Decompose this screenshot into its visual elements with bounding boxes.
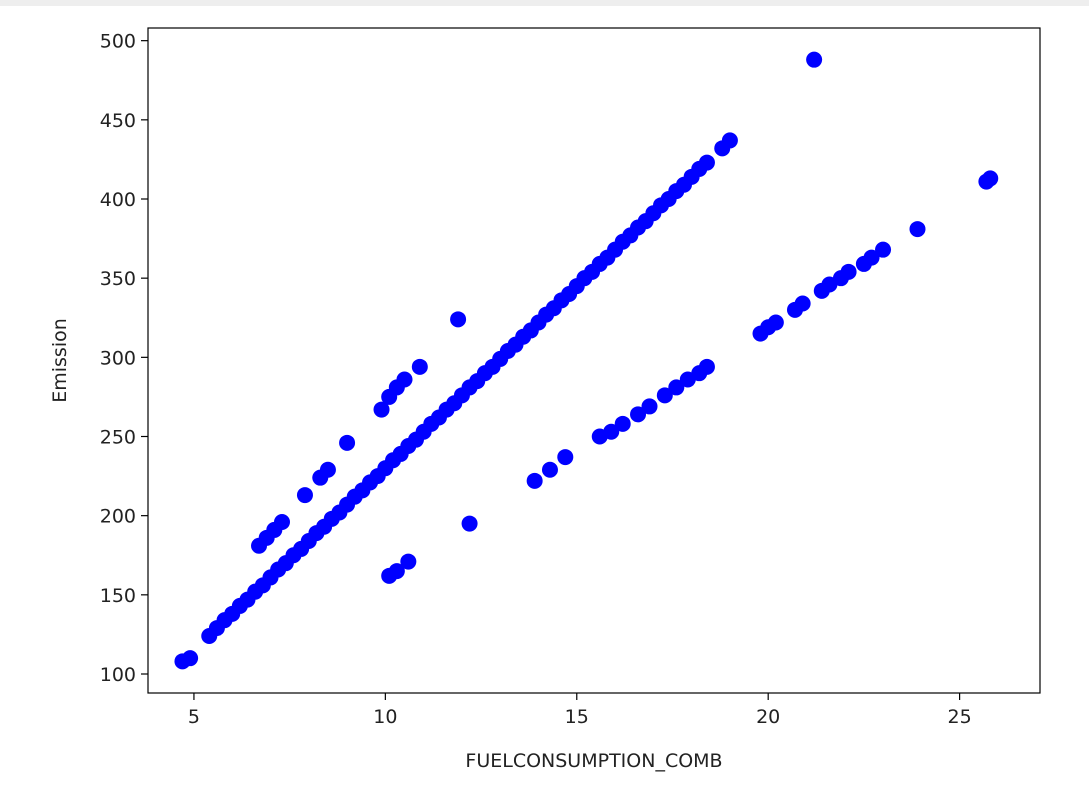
plot-frame (147, 27, 1041, 694)
data-point (273, 514, 290, 530)
x-tick-label: 20 (756, 706, 780, 728)
data-point (863, 249, 880, 266)
data-point (698, 358, 715, 375)
y-tick-label: 250 (100, 427, 136, 449)
data-point (721, 132, 738, 149)
scatter-points (174, 51, 999, 670)
y-tick-label: 150 (100, 585, 136, 607)
data-point (373, 401, 390, 418)
x-axis-label: FUELCONSUMPTION_COMB (465, 750, 722, 772)
data-point (182, 650, 199, 667)
y-tick-label: 100 (100, 664, 136, 686)
x-tick-label: 5 (188, 706, 200, 728)
data-point (541, 461, 558, 478)
data-point (656, 387, 673, 404)
x-tick-label: 15 (565, 706, 589, 728)
data-point (400, 553, 417, 570)
x-tick-label: 25 (948, 706, 972, 728)
data-point (641, 398, 658, 415)
data-point (339, 434, 356, 451)
data-point (411, 358, 428, 375)
data-point (630, 406, 647, 423)
y-tick-label: 500 (100, 31, 136, 53)
data-point (319, 461, 336, 478)
y-axis-label: Emission (49, 318, 71, 403)
y-tick-label: 450 (100, 110, 136, 132)
data-point (526, 472, 543, 489)
x-tick-label: 10 (373, 706, 397, 728)
y-tick-label: 300 (100, 347, 136, 369)
data-point (557, 449, 574, 466)
y-axis: 100 150 200 250 300 350 400 450 500 (100, 31, 148, 686)
data-point (450, 311, 467, 328)
data-point (875, 241, 892, 258)
data-point (698, 154, 715, 171)
data-point (840, 263, 857, 280)
data-point (296, 487, 313, 504)
top-border (0, 0, 1089, 6)
data-point (794, 295, 811, 312)
data-point (461, 515, 478, 532)
x-axis: 5 10 15 20 25 (188, 693, 972, 728)
data-point (767, 314, 784, 331)
data-point (603, 423, 620, 440)
y-tick-label: 200 (100, 506, 136, 528)
data-point (982, 170, 999, 187)
data-point (668, 379, 685, 396)
y-tick-label: 400 (100, 189, 136, 211)
data-point (396, 371, 413, 388)
data-point (388, 563, 405, 580)
data-point (614, 415, 631, 432)
data-point (806, 51, 823, 68)
y-tick-label: 350 (100, 268, 136, 290)
data-point (909, 221, 926, 238)
